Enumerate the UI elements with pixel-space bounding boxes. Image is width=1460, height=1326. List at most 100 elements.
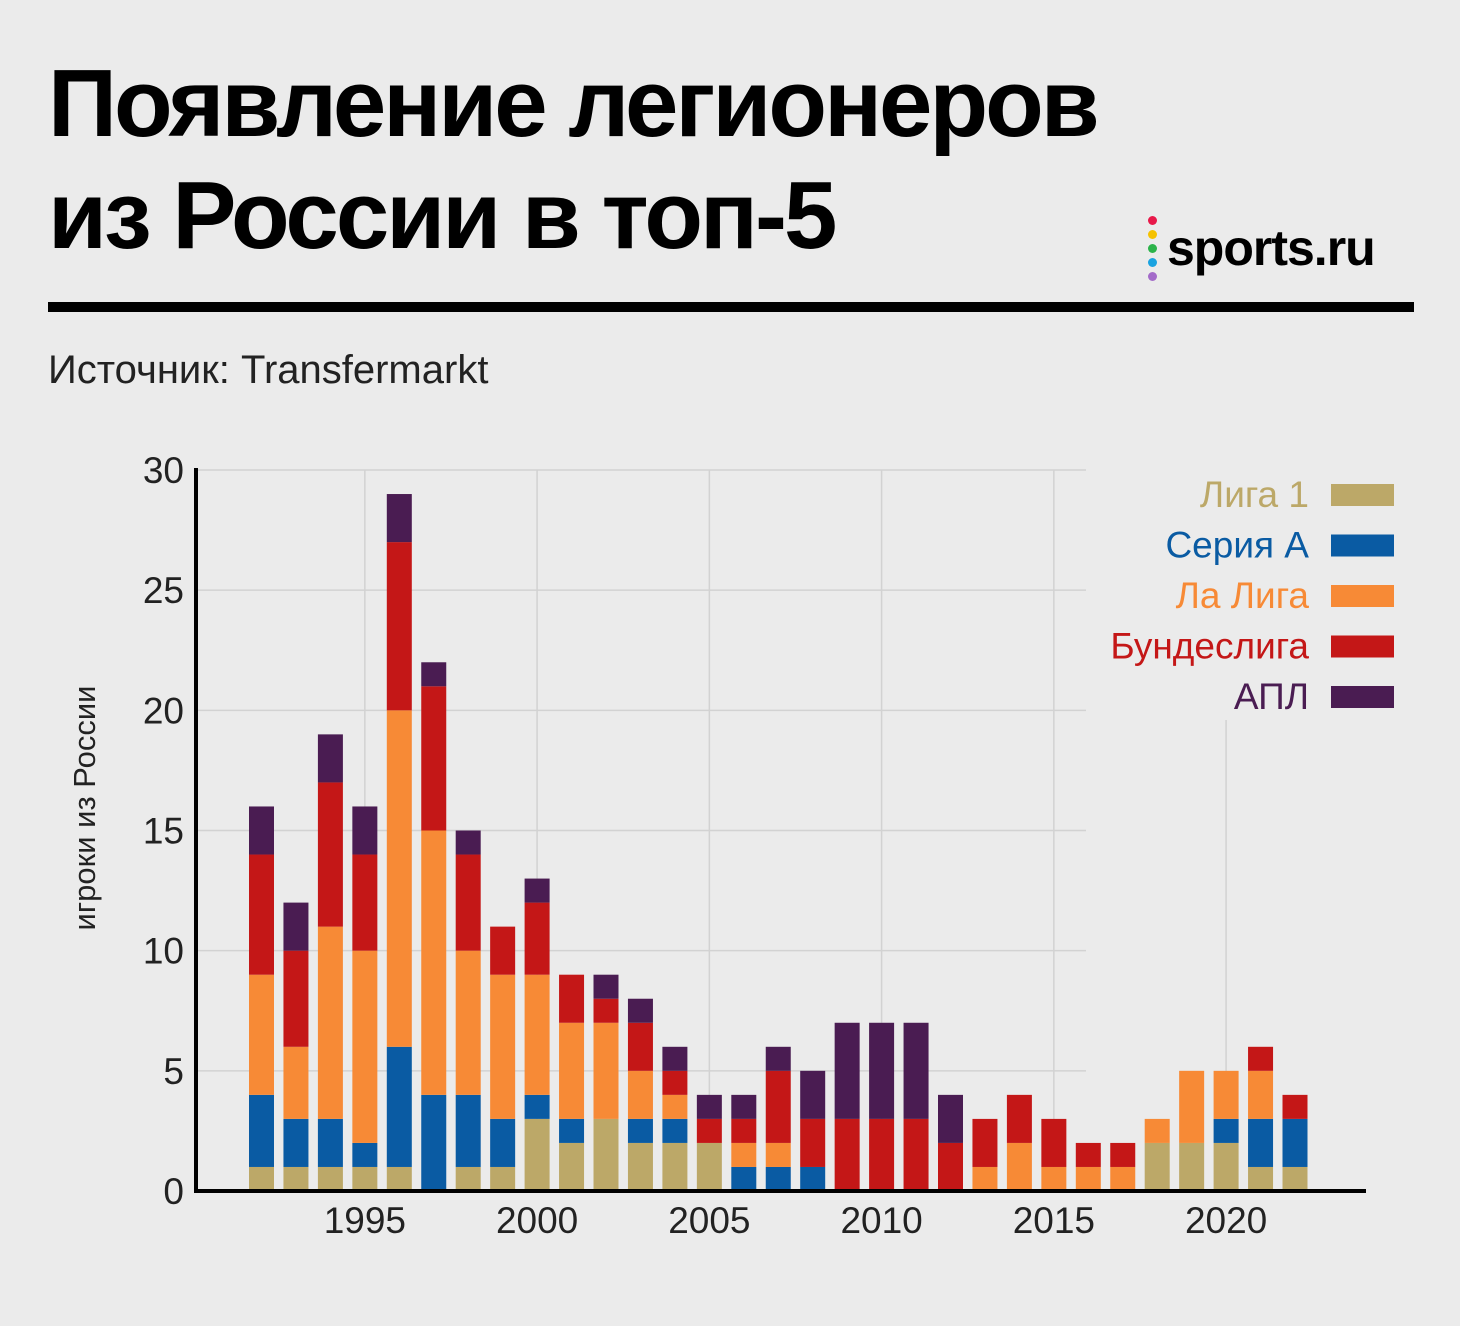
legend-swatch bbox=[1331, 484, 1394, 506]
bar-segment bbox=[662, 1046, 688, 1071]
bar-segment bbox=[352, 806, 378, 855]
bar-segment bbox=[903, 1118, 929, 1191]
x-tick-label: 1995 bbox=[324, 1200, 406, 1241]
bar-segment bbox=[524, 878, 550, 903]
bar-segment bbox=[972, 1166, 998, 1191]
bar-segment bbox=[283, 902, 309, 951]
bar-segment bbox=[421, 1094, 447, 1191]
bar-segment bbox=[524, 1094, 550, 1119]
bar-segment bbox=[1144, 1142, 1170, 1191]
bar-segment bbox=[317, 1118, 343, 1167]
legend-label: Серия А bbox=[1165, 525, 1309, 566]
bar-segment bbox=[421, 830, 447, 1095]
x-tick-label: 2015 bbox=[1013, 1200, 1095, 1241]
bar-segment bbox=[627, 1118, 653, 1143]
bar-segment bbox=[490, 926, 516, 975]
bar-segment bbox=[696, 1118, 722, 1143]
bar-segment bbox=[1248, 1118, 1274, 1167]
x-tick-labels: 1995 2000 2005 2010 2015 2020 bbox=[324, 1200, 1268, 1241]
bar-segment bbox=[1006, 1142, 1032, 1191]
bar-segment bbox=[249, 1094, 274, 1167]
bar-segment bbox=[731, 1166, 757, 1191]
bar-segment bbox=[490, 1166, 516, 1191]
bar-segment bbox=[1041, 1118, 1067, 1167]
bar-segment bbox=[627, 1142, 653, 1191]
bar-segment bbox=[662, 1094, 688, 1119]
logo-text: sports.ru bbox=[1167, 220, 1376, 276]
bar-segment bbox=[283, 950, 309, 1047]
bar-segment bbox=[559, 1022, 585, 1119]
bar-segment bbox=[1213, 1070, 1239, 1119]
bar-segment bbox=[283, 1118, 309, 1167]
y-axis-label: игроки из России bbox=[67, 686, 102, 931]
x-tick-label: 2000 bbox=[496, 1200, 578, 1241]
source-note: Источник: Transfermarkt bbox=[48, 348, 489, 392]
bar-segment bbox=[593, 974, 619, 999]
bar-segment bbox=[1282, 1094, 1308, 1119]
bar-segment bbox=[731, 1142, 757, 1167]
chart-title: Появление легионеров из России в топ-5 bbox=[48, 48, 1100, 272]
bar-segment bbox=[559, 1118, 585, 1143]
bar-segment bbox=[249, 1166, 274, 1191]
y-tick-label: 30 bbox=[143, 450, 184, 491]
bar-segment bbox=[386, 1166, 412, 1191]
sports-ru-logo: sports.ru bbox=[1148, 208, 1376, 288]
bar-segment bbox=[249, 854, 274, 975]
bar-segment bbox=[455, 854, 481, 951]
bar-segment bbox=[559, 1142, 585, 1191]
y-tick-label: 10 bbox=[143, 931, 184, 972]
bar-segment bbox=[1144, 1118, 1170, 1143]
logo-dot bbox=[1148, 271, 1157, 281]
bar-segment bbox=[1110, 1142, 1136, 1167]
bar-segment bbox=[524, 974, 550, 1095]
grid-lines bbox=[196, 469, 1227, 1191]
bar-segment bbox=[1282, 1166, 1308, 1191]
bar-segment bbox=[249, 806, 274, 855]
bar-segment bbox=[283, 1166, 309, 1191]
bar-segment bbox=[249, 974, 274, 1095]
bar-segment bbox=[731, 1094, 757, 1119]
legend-label: Лига 1 bbox=[1200, 474, 1309, 515]
legend: Лига 1 Серия А Ла Лига Бундеслига АПЛ bbox=[1110, 474, 1394, 717]
bar-segment bbox=[1075, 1142, 1101, 1167]
bar-segment bbox=[386, 1046, 412, 1167]
bar-segment bbox=[524, 902, 550, 975]
y-tick-label: 15 bbox=[143, 811, 184, 852]
bar-segment bbox=[1006, 1094, 1032, 1143]
x-tick-label: 2010 bbox=[840, 1200, 922, 1241]
title-line-2: из России в топ-5 bbox=[48, 162, 837, 269]
bars bbox=[249, 494, 1308, 1191]
bar-segment bbox=[627, 998, 653, 1023]
bar-segment bbox=[938, 1142, 963, 1191]
bar-segment bbox=[283, 1046, 309, 1119]
legend-swatch bbox=[1331, 686, 1394, 708]
bar-segment bbox=[593, 1118, 619, 1191]
bar-segment bbox=[455, 1094, 481, 1167]
bar-segment bbox=[696, 1094, 722, 1119]
title-divider bbox=[48, 302, 1414, 312]
y-tick-label: 5 bbox=[163, 1051, 184, 1092]
title-line-1: Появление легионеров bbox=[48, 50, 1100, 157]
legend-label: АПЛ bbox=[1234, 676, 1309, 717]
bar-segment bbox=[490, 974, 516, 1119]
bar-segment bbox=[765, 1142, 791, 1167]
logo-dot bbox=[1148, 257, 1157, 267]
bar-segment bbox=[559, 974, 585, 1023]
bar-segment bbox=[627, 1070, 653, 1119]
bar-segment bbox=[455, 1166, 481, 1191]
bar-segment bbox=[524, 1118, 550, 1191]
legend-label: Ла Лига bbox=[1176, 575, 1310, 616]
bar-segment bbox=[352, 1166, 378, 1191]
bar-segment bbox=[662, 1142, 688, 1191]
bar-segment bbox=[1248, 1046, 1274, 1071]
bar-segment bbox=[317, 926, 343, 1119]
bar-segment bbox=[869, 1118, 895, 1191]
logo-dots-icon bbox=[1148, 215, 1157, 281]
y-tick-label: 0 bbox=[163, 1171, 184, 1212]
bar-segment bbox=[869, 1022, 895, 1119]
y-tick-label: 20 bbox=[143, 690, 184, 731]
bar-segment bbox=[765, 1166, 791, 1191]
bar-segment bbox=[834, 1022, 860, 1119]
bar-segment bbox=[490, 1118, 516, 1167]
